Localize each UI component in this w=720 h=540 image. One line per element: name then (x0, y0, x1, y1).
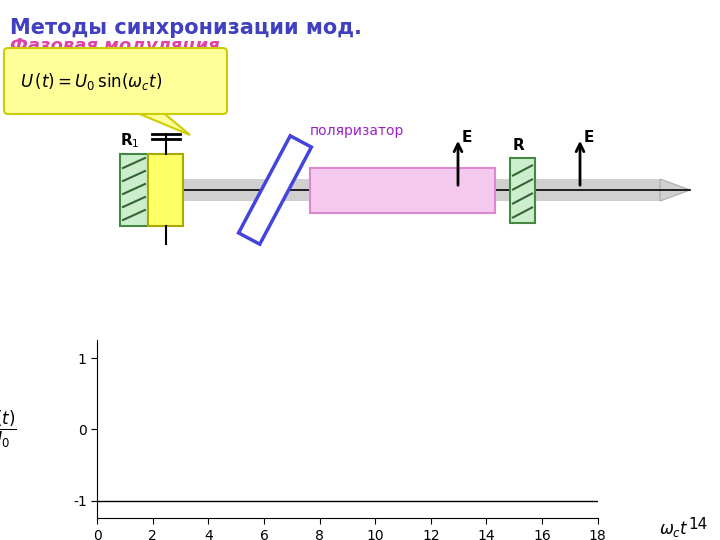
Text: E: E (584, 131, 595, 145)
Text: $\dfrac{\omega_c t}{\pi}$: $\dfrac{\omega_c t}{\pi}$ (659, 520, 688, 540)
Text: Методы синхронизации мод.: Методы синхронизации мод. (10, 18, 362, 38)
Bar (148, 154, 183, 226)
Text: $\mathbf{R}_1$: $\mathbf{R}_1$ (120, 131, 140, 150)
Bar (120, 154, 148, 226)
Polygon shape (130, 110, 190, 135)
Text: Фазовая модуляция: Фазовая модуляция (10, 37, 220, 55)
Text: E: E (462, 131, 472, 145)
Text: $\dfrac{U(t)}{U_0}$: $\dfrac{U(t)}{U_0}$ (0, 409, 17, 450)
Text: поляризатор: поляризатор (310, 124, 405, 138)
Bar (510, 158, 535, 222)
Polygon shape (660, 179, 690, 201)
Bar (310, 167, 495, 213)
Text: 14: 14 (689, 517, 708, 532)
FancyBboxPatch shape (4, 48, 227, 114)
Bar (120, 179, 660, 201)
Text: $U\,(t) = U_0\,\sin(\omega_c t)$: $U\,(t) = U_0\,\sin(\omega_c t)$ (20, 71, 162, 91)
Text: R: R (513, 138, 525, 153)
Polygon shape (238, 136, 312, 244)
